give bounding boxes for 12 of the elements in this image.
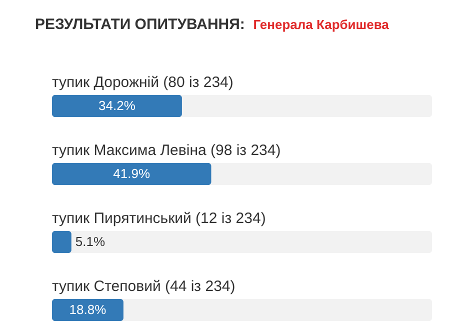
chart-subtitle: Генерала Карбишева — [253, 17, 390, 32]
data-label: 41.9% — [113, 166, 150, 181]
chart-title: РЕЗУЛЬТАТИ ОПИТУВАННЯ: — [35, 16, 245, 33]
data-label: 5.1% — [75, 234, 106, 249]
bar — [52, 231, 72, 253]
data-label: 18.8% — [69, 302, 107, 317]
y-tick-label: тупик Пирятинський (12 із 234) — [52, 210, 266, 227]
y-tick-label: тупик Степовий (44 із 234) — [52, 278, 236, 295]
y-tick-label: тупик Дорожній (80 із 234) — [52, 74, 234, 91]
bar — [52, 299, 124, 321]
y-tick-label: тупик Максима Левіна (98 із 234) — [52, 142, 281, 159]
data-label: 34.2% — [98, 98, 136, 113]
